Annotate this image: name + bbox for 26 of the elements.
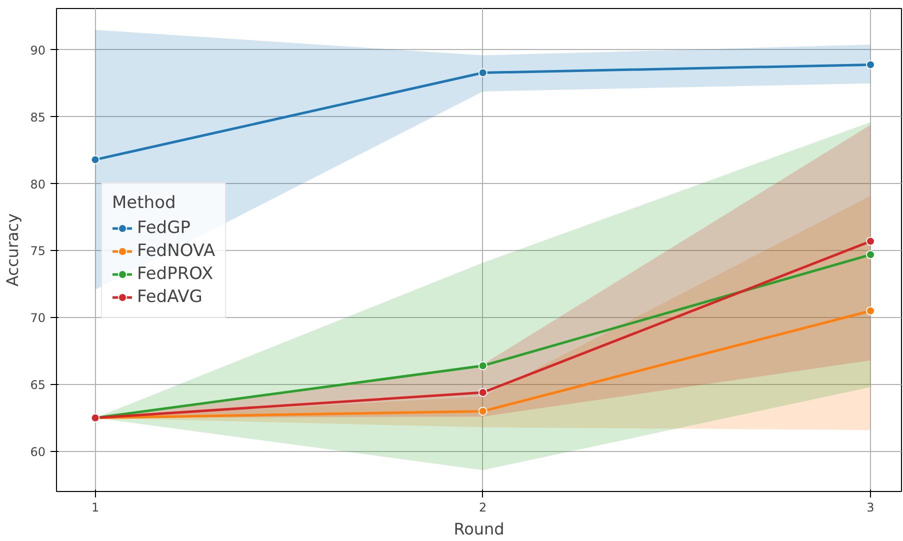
y-tick-label: 90: [30, 43, 46, 58]
point: [478, 361, 488, 370]
legend-label: FedGP: [137, 218, 191, 238]
x-tick-label: 1: [91, 500, 100, 514]
point: [478, 406, 488, 416]
point: [866, 236, 875, 246]
y-tick-label: 85: [30, 110, 46, 124]
y-tick-label: 75: [30, 244, 46, 258]
x-tick-label: 2: [479, 500, 487, 514]
point: [866, 60, 875, 70]
y-tick-label: 80: [30, 177, 46, 192]
point: [866, 250, 875, 260]
point: [866, 306, 875, 316]
y-tick-label: 70: [30, 311, 46, 326]
legend-label: FedNOVA: [137, 240, 216, 260]
point: [90, 155, 100, 164]
point: [478, 388, 488, 397]
x-axis-title: Round: [454, 520, 504, 538]
y-axis-title: Accuracy: [3, 213, 22, 287]
legend-label: FedAVG: [137, 286, 202, 306]
point: [478, 68, 488, 78]
x-tick-label: 3: [866, 500, 874, 514]
legend-title: Method: [112, 192, 177, 212]
legend-label: FedPROX: [137, 264, 214, 284]
y-tick-label: 65: [30, 378, 46, 392]
y-tick-label: 60: [30, 444, 46, 459]
